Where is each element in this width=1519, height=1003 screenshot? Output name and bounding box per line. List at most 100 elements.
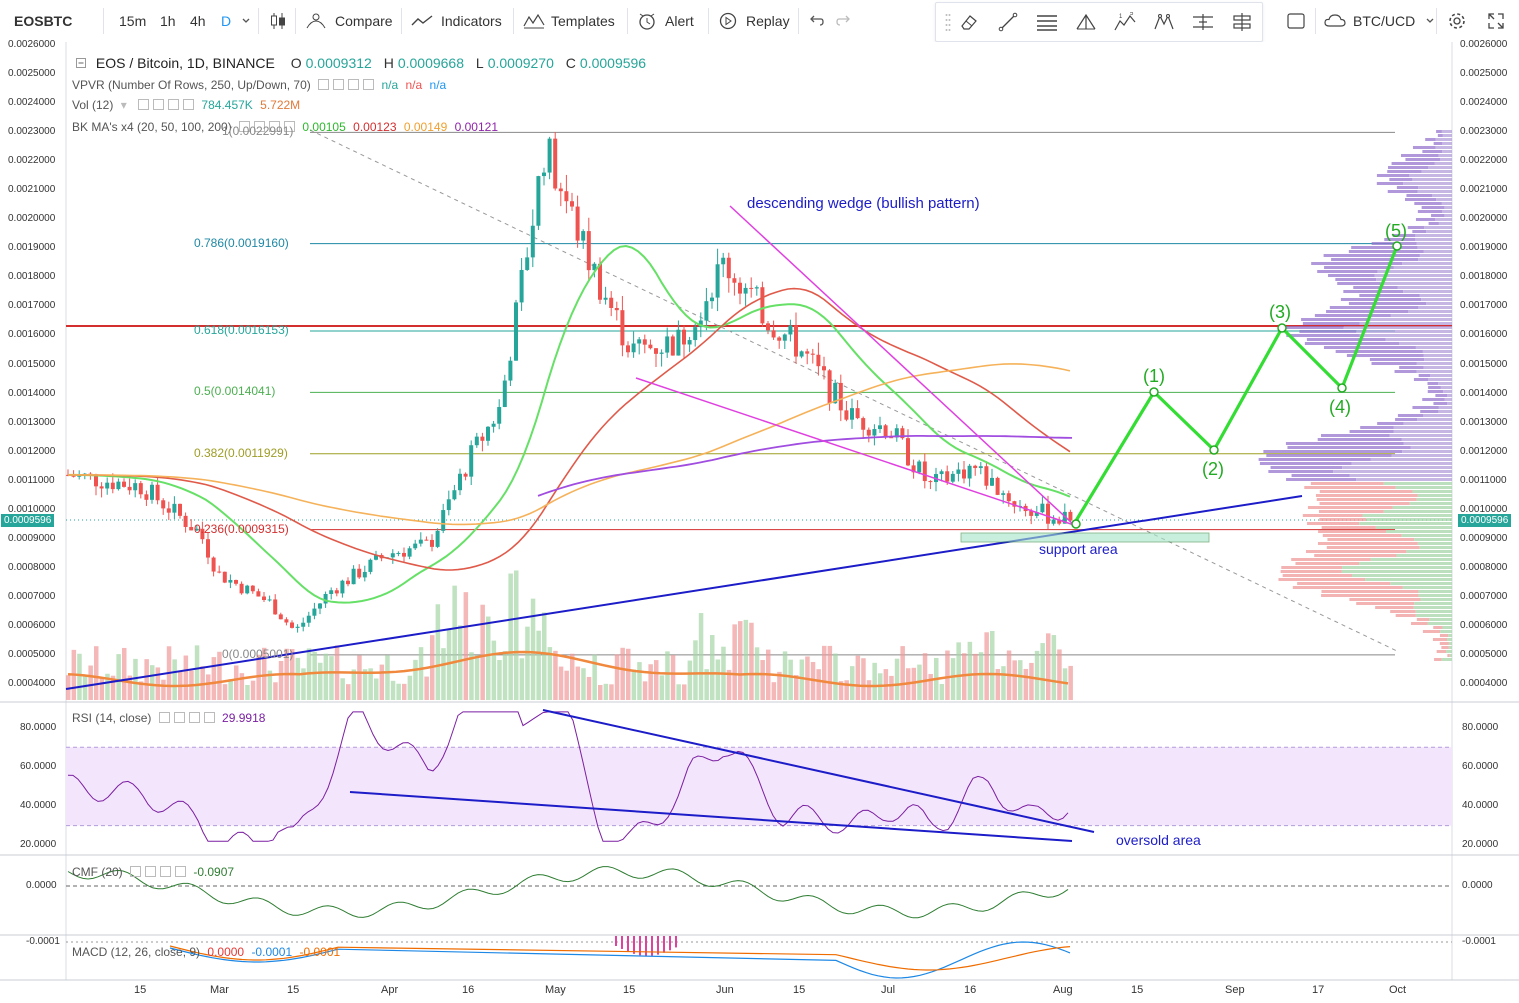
vpvr-label: VPVR (Number Of Rows, 250, Up/Down, 70) [72, 78, 311, 92]
candle-down [256, 591, 261, 597]
candle-down [558, 188, 563, 192]
close-icon[interactable] [284, 121, 296, 132]
candle-down [670, 336, 675, 356]
wedge-annotation[interactable]: descending wedge (bullish pattern) [747, 195, 980, 212]
vpvr-bar-up [1285, 442, 1404, 445]
vpvr-bar-up [1304, 342, 1400, 345]
vpvr-bar-up [1314, 314, 1391, 317]
templates-button[interactable]: Templates [523, 0, 615, 42]
trend-line-tool[interactable] [995, 9, 1021, 35]
chart-canvas[interactable] [0, 42, 1519, 1003]
rsi-legend[interactable]: RSI (14, close) 29.9918 [72, 711, 269, 725]
cmf-legend[interactable]: CMF (20) -0.0907 [72, 865, 238, 879]
eye-icon[interactable] [130, 866, 142, 877]
oversold-annotation[interactable]: oversold area [1116, 832, 1201, 848]
vpvr-bar-up [1389, 178, 1413, 181]
wave-1-label[interactable]: (1) [1143, 366, 1165, 386]
price-tick-label: 0.0016000 [1460, 329, 1508, 341]
wave-3-label[interactable]: (3) [1269, 302, 1291, 322]
settings-button[interactable] [1447, 0, 1467, 42]
vpvr-bar-up [1412, 406, 1439, 409]
volume-bar [749, 622, 754, 700]
close-icon[interactable] [183, 99, 195, 110]
ohlc-h-label: H [383, 55, 394, 71]
volume-bar [217, 651, 222, 700]
interval-1h[interactable]: 1h [160, 0, 176, 42]
undo-button[interactable] [808, 0, 824, 42]
close-icon[interactable] [203, 712, 215, 723]
vpvr-bar-up [1384, 238, 1416, 241]
volume-bar [950, 658, 956, 700]
interval-15m[interactable]: 15m [119, 0, 146, 42]
vpvr-bar-up [1395, 418, 1418, 421]
ma-legend[interactable]: BK MA's x4 (20, 50, 100, 200) 0.00105 0.… [72, 120, 502, 134]
wave-5-label[interactable]: (5) [1385, 221, 1407, 241]
vpvr-legend[interactable]: VPVR (Number Of Rows, 250, Up/Down, 70) … [72, 78, 450, 92]
volume-bar [206, 674, 211, 700]
candle-up [502, 380, 507, 408]
eye-icon[interactable] [239, 121, 251, 132]
vpvr-bar-up [1317, 270, 1378, 273]
plus-icon[interactable] [348, 79, 360, 90]
fullscreen-button[interactable] [1486, 0, 1506, 42]
support-annotation[interactable]: support area [1039, 541, 1118, 557]
pattern-tool[interactable] [1151, 9, 1177, 35]
gear-icon[interactable] [173, 712, 185, 723]
eraser-tool[interactable] [956, 9, 982, 35]
plus-icon[interactable] [188, 712, 200, 723]
volume-bar [676, 684, 681, 700]
volume-bar [945, 650, 950, 700]
alert-button[interactable]: Alert [637, 0, 694, 42]
gear-icon[interactable] [254, 121, 266, 132]
pitchfork-tool[interactable] [1073, 9, 1099, 35]
vpvr-bar-down [1413, 606, 1452, 609]
wave-4-label[interactable]: (4) [1329, 397, 1351, 417]
compare-button[interactable]: Compare [305, 0, 393, 42]
interval-dropdown-button[interactable] [241, 0, 251, 42]
eye-icon[interactable] [318, 79, 330, 90]
templates-icon [523, 13, 545, 29]
currency-select[interactable]: BTC/UCD [1324, 0, 1435, 42]
wave-2-label[interactable]: (2) [1202, 459, 1224, 479]
range-tool[interactable] [1190, 9, 1216, 35]
fullscreen-toggle[interactable] [1286, 0, 1306, 42]
horizontal-lines-tool[interactable] [1034, 9, 1060, 35]
interval-4h[interactable]: 4h [190, 0, 206, 42]
plus-icon[interactable] [168, 99, 180, 110]
chart-type-button[interactable] [268, 0, 288, 42]
time-tick-label: Jul [881, 984, 896, 996]
plus-icon[interactable] [269, 121, 281, 132]
close-icon[interactable] [363, 79, 375, 90]
eye-icon[interactable] [138, 99, 150, 110]
price-tick-label: 0.0022000 [8, 155, 56, 167]
volume-legend[interactable]: Vol (12) ▾ 784.457K 5.722M [72, 98, 301, 112]
close-icon[interactable] [175, 866, 187, 877]
interval-d[interactable]: D [221, 0, 231, 42]
plus-icon[interactable] [160, 866, 172, 877]
vpvr-bar-up [1331, 258, 1419, 261]
date-price-range-tool[interactable] [1229, 9, 1255, 35]
vpvr-bar-up [1349, 430, 1394, 433]
indicators-button[interactable]: Indicators [411, 0, 502, 42]
volume-bar [956, 642, 961, 700]
replay-button[interactable]: Replay [718, 0, 790, 42]
macd-legend[interactable]: MACD (12, 26, close, 9) 0.0000 -0.0001 -… [72, 945, 344, 959]
volume-bar [1034, 650, 1040, 700]
gear-icon[interactable] [145, 866, 157, 877]
rsi-tick-label: 20.0000 [1462, 839, 1499, 851]
last-price-tag-right: 0.0009596 [1458, 514, 1512, 527]
volume-bar [150, 665, 155, 700]
redo-button[interactable] [836, 0, 852, 42]
symbol-search[interactable]: EOSBTC [14, 0, 72, 42]
volume-bar [687, 660, 693, 700]
vpvr-bar-up [1326, 310, 1409, 313]
collapse-icon[interactable] [76, 58, 86, 68]
gear-icon[interactable] [333, 79, 345, 90]
drag-handle[interactable] [942, 9, 954, 35]
gear-icon[interactable] [153, 99, 165, 110]
eye-icon[interactable] [158, 712, 170, 723]
price-tick-label: 0.0005000 [1460, 648, 1508, 660]
vpvr-bar-down [1444, 214, 1452, 217]
vpvr-bar-up [1356, 602, 1415, 605]
